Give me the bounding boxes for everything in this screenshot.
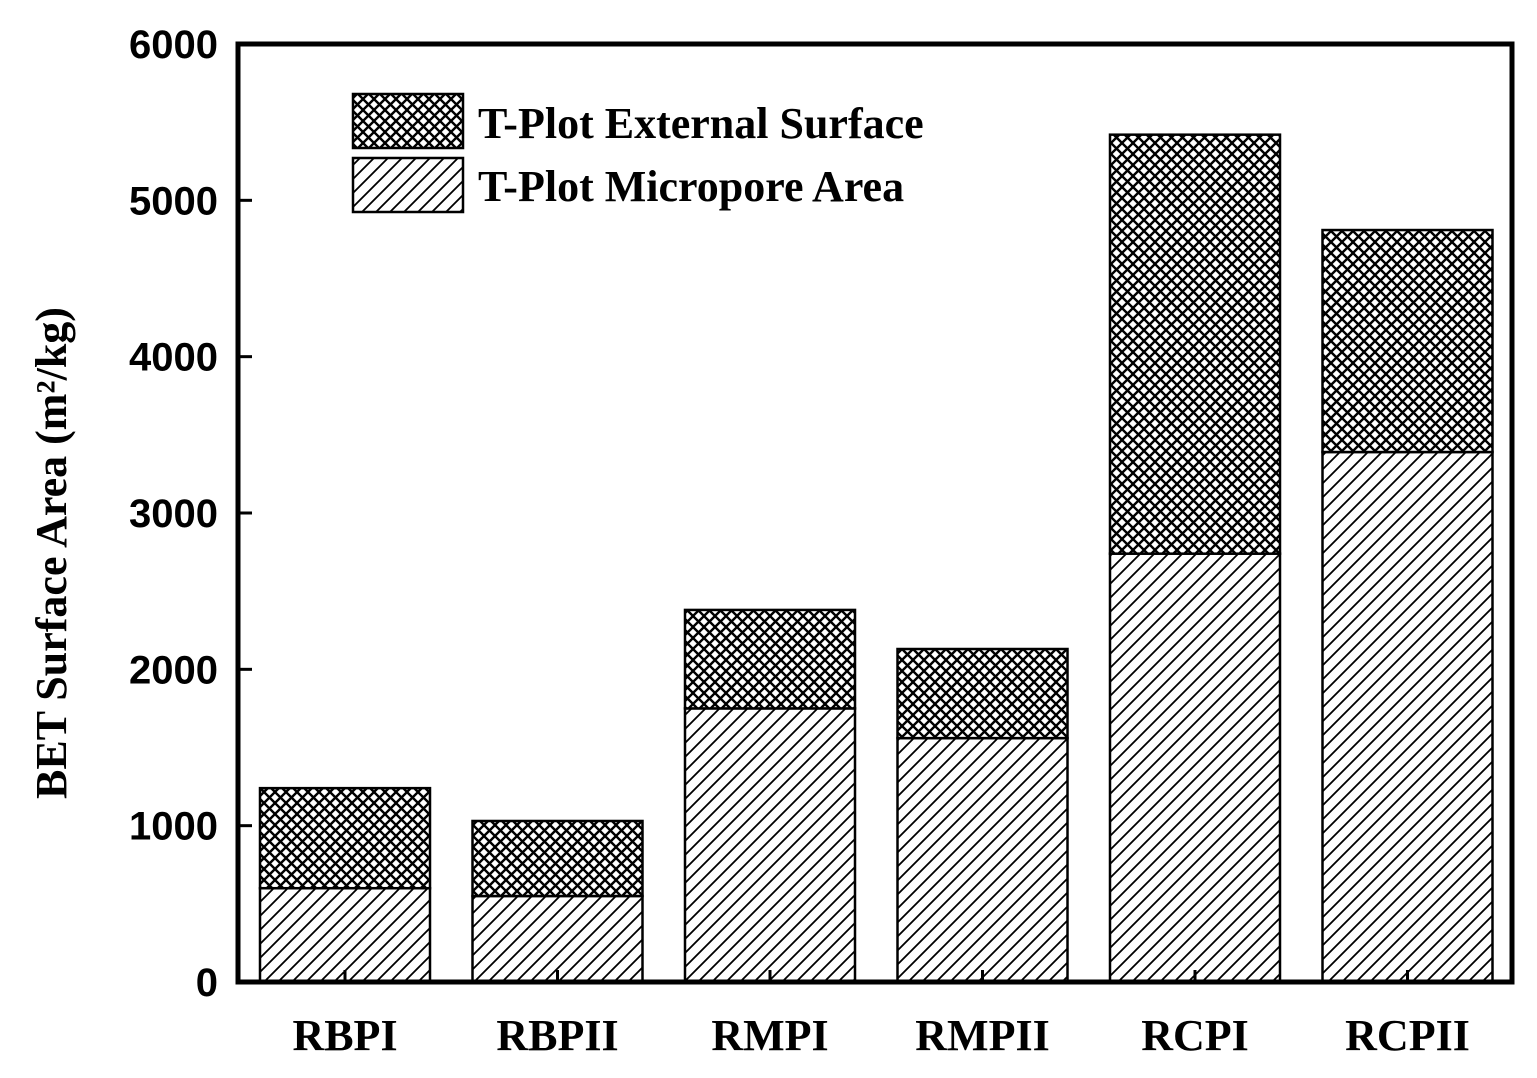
- legend-label-external-surface: T-Plot External Surface: [478, 99, 924, 148]
- y-axis-title: BET Surface Area (m²/kg): [27, 307, 76, 799]
- bar-rmpi-micropore-area: [683, 707, 857, 984]
- y-tick-label: 0: [196, 961, 218, 1005]
- bar-rmpii-micropore-area: [896, 736, 1069, 984]
- legend-label-micropore-area: T-Plot Micropore Area: [478, 162, 904, 211]
- x-category-label: RBPII: [496, 1011, 618, 1060]
- y-axis: 0 1000 2000 3000 4000 5000 6000: [129, 23, 252, 1005]
- bar-rcpi-micropore-area: [1108, 552, 1282, 984]
- y-tick-label: 2000: [129, 648, 218, 692]
- x-category-label: RMPII: [915, 1011, 1049, 1060]
- legend: T-Plot External Surface T-Plot Micropore…: [351, 92, 924, 214]
- x-category-label: RBPI: [292, 1011, 397, 1060]
- bar-rmpii-external-surface: [896, 647, 1069, 740]
- y-tick-label: 6000: [129, 23, 218, 67]
- y-tick-label: 3000: [129, 492, 218, 536]
- y-tick-label: 4000: [129, 336, 218, 380]
- x-category-label: RCPI: [1141, 1011, 1249, 1060]
- bar-rcpii-external-surface: [1321, 228, 1494, 454]
- bar-rbpi-external-surface: [258, 786, 432, 890]
- y-tick-label: 5000: [129, 179, 218, 223]
- bar-rbpi-micropore-area: [258, 886, 432, 984]
- x-category-label: RMPI: [711, 1011, 828, 1060]
- bars-layer: [258, 133, 1494, 984]
- bar-rmpi-external-surface: [683, 608, 857, 710]
- y-tick-label: 1000: [129, 805, 218, 849]
- bar-rbpii-external-surface: [471, 819, 644, 898]
- bar-rcpii-micropore-area: [1321, 450, 1494, 984]
- bar-rcpi-external-surface: [1108, 133, 1282, 555]
- bar-rbpii-micropore-area: [471, 894, 644, 984]
- x-category-label: RCPII: [1345, 1011, 1470, 1060]
- x-axis: RBPI RBPII RMPI RMPII RCPI RCPII: [292, 970, 1470, 1060]
- legend-swatch-micropore-area: [351, 156, 465, 214]
- legend-swatch-external-surface: [351, 92, 465, 150]
